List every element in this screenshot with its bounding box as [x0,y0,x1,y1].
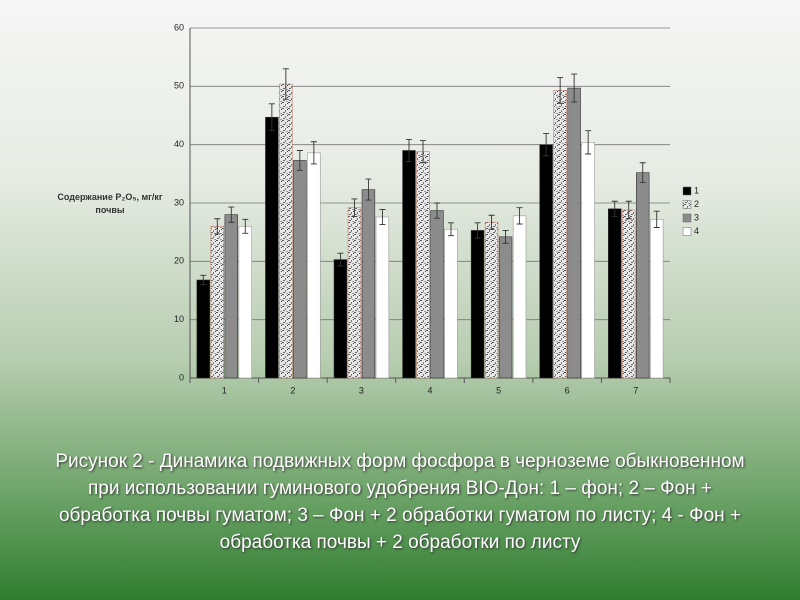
error-bar [625,200,632,220]
error-bar [516,207,523,225]
error-bar [653,210,660,228]
bar [484,221,499,379]
x-tick-label: 3 [359,385,364,395]
bar [279,83,293,379]
caption: Рисунок 2 - Динамика подвижных форм фосф… [55,451,745,553]
x-tick-label: 5 [496,385,501,395]
error-bar [474,222,481,239]
legend-label: 4 [694,226,699,236]
bar [567,87,581,379]
y-tick-label: 20 [174,256,184,266]
error-bar [448,222,454,237]
error-bar [434,202,440,219]
legend-swatch [682,200,692,209]
error-bar [557,77,564,104]
x-tick-label: 2 [290,385,295,395]
y-axis-label: Содержание P₂O₅, мг/кг почвы [57,192,163,215]
bar [347,207,362,379]
error-bar [228,206,235,223]
error-bar [379,208,386,226]
x-tick-label: 1 [222,385,227,395]
bar [416,151,430,379]
bar [375,216,390,379]
bar [444,228,458,379]
y-tick-label: 40 [174,139,184,149]
y-tick-label: 50 [174,81,184,91]
error-bar [200,274,207,286]
error-bar [310,141,317,165]
bar [307,152,321,379]
x-tick-label: 4 [427,385,432,395]
bar [470,230,485,379]
error-bar [639,162,646,184]
legend-label: 3 [694,212,699,222]
legend-label: 2 [694,199,699,209]
x-tick-label: 7 [633,385,638,395]
error-bar [282,68,289,100]
bar [210,226,224,379]
error-bar [502,229,509,244]
bar [553,90,567,379]
bar [581,142,595,379]
bar [293,160,307,379]
error-bar [543,133,550,157]
error-bar [268,103,275,132]
y-tick-label: 10 [174,314,184,324]
bar [539,144,553,379]
legend-swatch [682,227,692,236]
bar [333,259,348,379]
error-bar [611,200,618,217]
legend-label: 1 [694,185,699,195]
bar [224,214,238,379]
bar [498,236,513,379]
y-tick-label: 60 [174,22,184,32]
error-bar [296,150,303,171]
error-bar [351,198,358,217]
bar [196,279,210,379]
error-bar [337,252,344,267]
error-bar [406,138,412,163]
y-tick-label: 30 [174,197,184,207]
error-bar [214,218,221,235]
error-bar [365,178,372,201]
error-bar [571,73,578,103]
bar [430,210,444,379]
bar [650,219,664,379]
y-tick-label: 0 [179,372,184,382]
x-tick-label: 6 [565,385,570,395]
legend-swatch [682,186,692,196]
bar [622,209,636,379]
bar [238,226,252,379]
legend-swatch [682,213,692,223]
bar [402,150,416,379]
error-bar [242,218,249,234]
bar [608,208,622,379]
error-bar [420,140,426,164]
bar [265,116,279,379]
bar [361,189,376,379]
error-bar [488,214,495,230]
error-bar [585,130,592,155]
bar [636,172,650,379]
bar [512,215,527,379]
